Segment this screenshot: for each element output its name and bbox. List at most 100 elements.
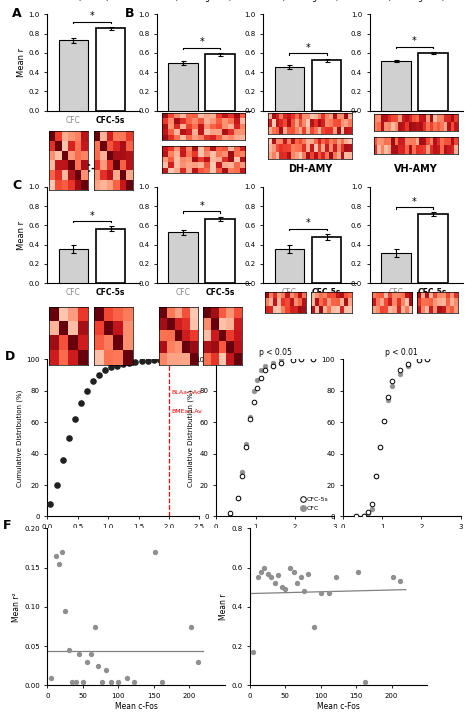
Point bbox=[257, 565, 265, 577]
Text: TAL-AMY: TAL-AMY bbox=[180, 164, 228, 174]
Point bbox=[95, 660, 102, 671]
Point bbox=[234, 492, 242, 503]
Point bbox=[158, 675, 166, 687]
Point bbox=[286, 562, 293, 573]
Point bbox=[98, 675, 106, 687]
Point bbox=[301, 585, 308, 597]
Point bbox=[388, 376, 396, 387]
Point bbox=[365, 508, 372, 519]
Point bbox=[277, 357, 285, 368]
Point bbox=[168, 353, 176, 365]
Point bbox=[242, 442, 249, 453]
Bar bbox=[168, 63, 198, 111]
Point bbox=[354, 565, 361, 577]
Point bbox=[132, 356, 139, 368]
Point bbox=[58, 546, 65, 558]
Text: B: B bbox=[125, 6, 134, 19]
Text: *: * bbox=[306, 43, 310, 53]
Point bbox=[75, 648, 83, 660]
Point bbox=[119, 358, 127, 370]
Point bbox=[68, 675, 76, 687]
Point bbox=[258, 365, 265, 376]
Text: E: E bbox=[178, 350, 187, 363]
Point bbox=[150, 355, 157, 366]
Point bbox=[59, 454, 66, 466]
Point bbox=[289, 353, 297, 365]
Point bbox=[264, 568, 272, 579]
Point bbox=[297, 572, 305, 583]
Text: *: * bbox=[412, 196, 417, 206]
Point bbox=[246, 413, 254, 425]
Text: C: C bbox=[12, 179, 21, 192]
Y-axis label: Mean r²: Mean r² bbox=[12, 592, 21, 622]
Bar bbox=[96, 228, 125, 283]
Point bbox=[108, 675, 115, 687]
Point bbox=[187, 620, 194, 633]
Text: F: F bbox=[3, 519, 11, 532]
Point bbox=[289, 354, 297, 366]
Bar bbox=[96, 29, 125, 111]
Point bbox=[293, 578, 301, 589]
Point bbox=[262, 360, 269, 371]
Text: *: * bbox=[306, 218, 310, 228]
Point bbox=[282, 583, 289, 595]
Point bbox=[194, 656, 201, 668]
Point bbox=[269, 357, 277, 368]
Point bbox=[254, 374, 261, 386]
Point bbox=[396, 365, 403, 376]
Point bbox=[77, 398, 84, 409]
Text: A: A bbox=[12, 6, 22, 19]
Y-axis label: Cumulative Distribution (%): Cumulative Distribution (%) bbox=[17, 389, 24, 487]
Point bbox=[46, 498, 54, 510]
Point bbox=[304, 568, 312, 579]
Point bbox=[416, 354, 423, 366]
Point bbox=[250, 396, 257, 408]
Point bbox=[101, 365, 109, 376]
Point bbox=[72, 675, 80, 687]
Point bbox=[83, 656, 91, 668]
Title: p < 0.01: p < 0.01 bbox=[385, 348, 418, 357]
Point bbox=[274, 570, 282, 581]
X-axis label: Fisher's Z Difference |CFC-5s - CFC|: Fisher's Z Difference |CFC-5s - CFC| bbox=[62, 533, 185, 540]
Point bbox=[226, 509, 234, 521]
Point bbox=[373, 470, 380, 481]
Point bbox=[309, 353, 317, 365]
Point bbox=[108, 361, 115, 373]
Bar bbox=[205, 54, 235, 111]
Point bbox=[269, 360, 277, 371]
Point bbox=[102, 664, 109, 675]
Y-axis label: Mean r: Mean r bbox=[17, 221, 26, 250]
Point bbox=[151, 546, 159, 558]
Point bbox=[290, 565, 298, 577]
Point bbox=[71, 413, 79, 425]
Point bbox=[126, 357, 133, 368]
Point bbox=[278, 581, 285, 593]
X-axis label: Mean c-Fos: Mean c-Fos bbox=[115, 702, 157, 711]
Text: RSC-AMY: RSC-AMY bbox=[69, 164, 119, 174]
Point bbox=[79, 675, 87, 687]
Point bbox=[297, 353, 305, 365]
Point bbox=[255, 572, 262, 583]
Point bbox=[404, 360, 411, 371]
Bar bbox=[381, 253, 410, 283]
Point bbox=[333, 572, 340, 583]
Point bbox=[376, 442, 384, 453]
Point bbox=[258, 373, 265, 384]
Point bbox=[115, 675, 122, 687]
Y-axis label: Mean r: Mean r bbox=[219, 593, 228, 620]
Point bbox=[404, 358, 411, 370]
Point bbox=[388, 381, 396, 392]
Text: *: * bbox=[412, 36, 417, 46]
Point bbox=[144, 356, 151, 367]
Text: *: * bbox=[199, 201, 204, 211]
Point bbox=[65, 644, 73, 655]
Point bbox=[55, 558, 63, 570]
Text: BMEa-LAv: BMEa-LAv bbox=[171, 409, 202, 414]
Bar bbox=[418, 214, 447, 283]
Point bbox=[353, 511, 360, 522]
Point bbox=[88, 648, 95, 660]
Point bbox=[271, 578, 279, 589]
Text: DH-AMY: DH-AMY bbox=[288, 164, 332, 174]
X-axis label: Fisher's Z: Fisher's Z bbox=[385, 533, 419, 539]
Point bbox=[254, 382, 261, 393]
